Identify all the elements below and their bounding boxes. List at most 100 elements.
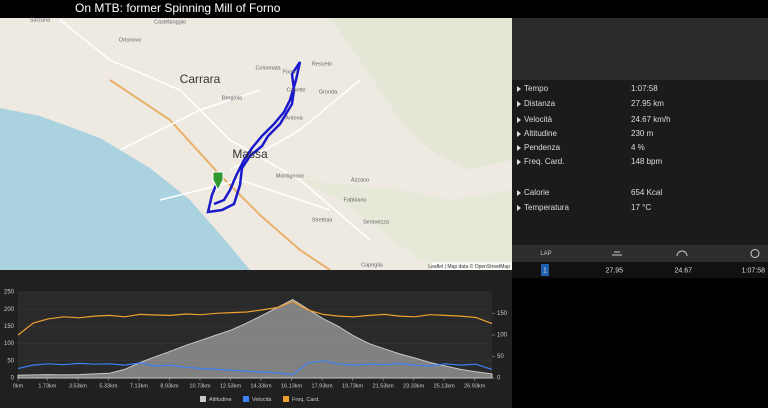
stat-label: Distanza <box>524 99 556 108</box>
road <box>59 19 371 241</box>
y-tick-label: 200 <box>4 307 15 313</box>
line <box>17 300 493 336</box>
lap-row-cells: 1 27.95 24.67 1:07:58 <box>543 267 765 274</box>
lap-header-label: LAP <box>540 251 551 257</box>
stat-label: Altitudine <box>524 129 557 138</box>
sea <box>0 108 250 270</box>
highway <box>109 79 331 271</box>
lap-header <box>512 245 768 262</box>
stat-value: 148 bpm <box>631 157 662 166</box>
stat-value: 1:07:58 <box>631 84 658 93</box>
stat-label: Freq. Card. <box>524 157 564 166</box>
legend-label: Freq. Card. <box>292 397 320 403</box>
y-tick-label: 250 <box>4 290 15 296</box>
stat-label: Tempo <box>524 84 549 93</box>
x-tick-label: 12.53km <box>220 383 242 389</box>
stat-bullet <box>517 190 521 196</box>
map-label: Antona <box>285 115 303 121</box>
y-tick-label: 100 <box>4 341 15 347</box>
map-label: Ortonovo <box>119 37 142 43</box>
stats-panel <box>512 80 768 245</box>
x-tick-label: 8.93km <box>160 383 178 389</box>
y2-tick-label: 150 <box>497 311 508 317</box>
stat-bullet <box>517 159 521 165</box>
speed-icon <box>676 250 688 257</box>
page-title: On MTB: former Spinning Mill of Forno <box>75 1 281 15</box>
stat-value: 24.67 km/h <box>631 115 671 124</box>
lap-cell: 1 <box>543 267 547 274</box>
stat-bullet <box>517 101 521 107</box>
stat-bullet <box>517 86 521 92</box>
map-labels: Carrara Massa Montignoso Castelpoggio Colonn… <box>30 17 390 268</box>
lap-cell: 24.67 <box>674 267 692 274</box>
panel-top <box>512 18 768 80</box>
y-tick-label: 150 <box>4 324 15 330</box>
map-label: Massa <box>232 147 268 161</box>
map-label: Seravezza <box>363 219 390 225</box>
stat-label: Calorie <box>524 188 550 197</box>
x-tick-label: 10.73km <box>189 383 211 389</box>
x-tick-label: 5.33km <box>99 383 117 389</box>
legend-swatch <box>283 396 289 402</box>
hills <box>330 18 512 170</box>
x-tick-label: 21.53km <box>373 383 395 389</box>
stat-label: Pendenza <box>524 143 561 152</box>
map-label: Bergiola <box>222 95 243 101</box>
stat-value: 17 °C <box>631 203 651 212</box>
stat-bullet <box>517 117 521 123</box>
map-label: Strettoia <box>312 217 333 223</box>
stat-bullet <box>517 131 521 137</box>
lap-cell: 1:07:58 <box>742 267 765 274</box>
legend-label: Altitudine <box>209 397 232 403</box>
line <box>17 360 493 376</box>
x-tick-label: 23.33km <box>403 383 425 389</box>
x-tick-label: 3.53km <box>69 383 87 389</box>
attribution-box <box>432 262 512 270</box>
map[interactable]: Leaflet | Map data © OpenStreetMap Carra… <box>0 17 512 271</box>
stat-bullet <box>517 145 521 151</box>
map-attribution[interactable]: Leaflet | Map data © OpenStreetMap <box>428 263 510 270</box>
y2-tick-label: 100 <box>497 333 508 339</box>
distance-icon <box>612 251 622 256</box>
start-marker[interactable] <box>212 171 224 192</box>
map-label: Capriglia <box>361 262 384 268</box>
x-tick-label: 1.73km <box>38 383 56 389</box>
x-tick-label: 7.13km <box>130 383 148 389</box>
map-label: Sarzana <box>30 17 51 23</box>
y2-tick-label: 50 <box>497 354 504 360</box>
stat-value: 230 m <box>631 129 654 138</box>
map-label: Montignoso <box>276 173 304 179</box>
lap-row[interactable] <box>512 262 768 278</box>
y-tick-label: 50 <box>7 358 14 364</box>
map-label: Azzano <box>351 177 369 183</box>
time-icon <box>750 249 760 258</box>
stats: Tempo 1:07:58 Distanza 27.95 km Velocità 24.6… <box>517 84 671 212</box>
stat-label: Temperatura <box>524 203 569 212</box>
map-label: Gronda <box>319 89 338 95</box>
route <box>206 61 302 214</box>
legend-swatch <box>243 396 249 402</box>
x-tick-label: 26.93km <box>464 383 486 389</box>
map-label: Casette <box>287 87 306 93</box>
y-tick-label: 0 <box>11 376 15 382</box>
x-tick-label: 25.13km <box>434 383 456 389</box>
top-bar <box>0 0 768 18</box>
map-label: Castelpoggio <box>154 19 186 25</box>
map-label: Fabbiano <box>344 197 367 203</box>
lap-highlight <box>541 264 549 276</box>
y2-tick-label: 0 <box>497 376 501 382</box>
stat-bullet <box>517 205 521 211</box>
legend-label: Velocità <box>252 397 272 403</box>
x-tick-label: 19.73km <box>342 383 364 389</box>
stat-value: 4 % <box>631 143 645 152</box>
map-label: Carrara <box>180 72 221 86</box>
x-tick-label: 16.13km <box>281 383 303 389</box>
stat-value: 27.95 km <box>631 99 664 108</box>
chart: 0 50 100 150 200 250 0 50 100 150 0km 1.73km 3.53km 5… <box>4 290 508 403</box>
x-tick-label: 0km <box>13 383 24 389</box>
stat-value: 654 Kcal <box>631 188 662 197</box>
hills <box>300 180 512 270</box>
legend-swatch <box>200 396 206 402</box>
map-label: Colonnata <box>255 65 281 71</box>
